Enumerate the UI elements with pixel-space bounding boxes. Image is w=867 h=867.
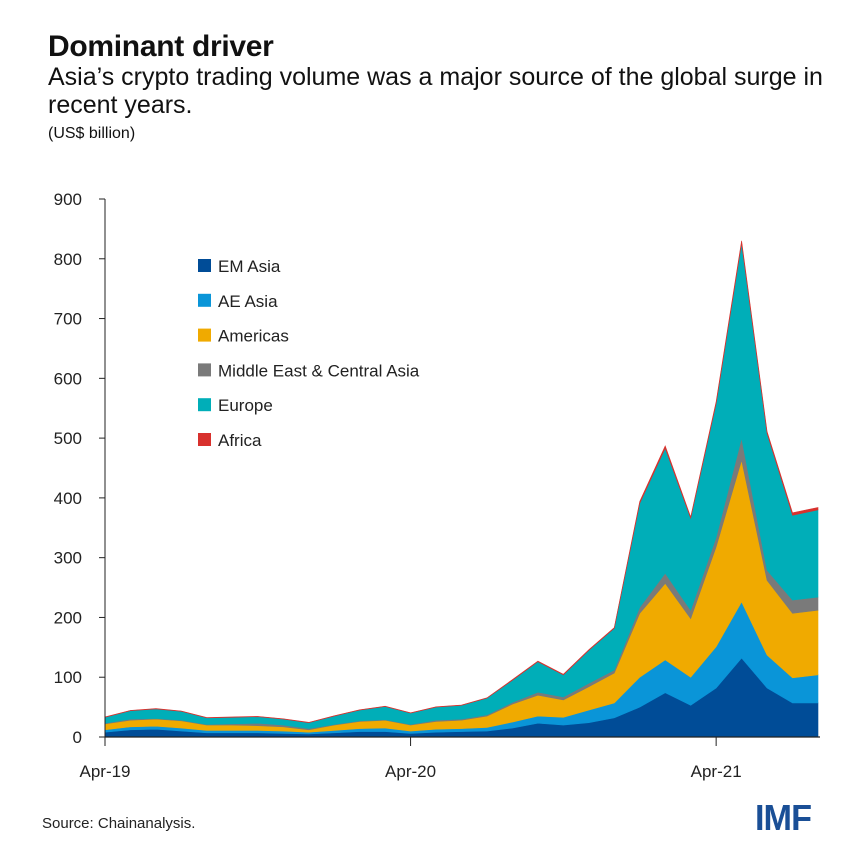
x-tick-label: Apr-21 [691, 762, 742, 781]
legend-label: Africa [218, 431, 262, 450]
legend-swatch [198, 328, 211, 342]
legend-swatch [198, 398, 211, 412]
chart-title: Dominant driver [48, 30, 274, 63]
imf-logo: IMF [755, 797, 812, 838]
y-tick-label: 0 [73, 728, 82, 747]
legend-label: Americas [218, 327, 289, 346]
unit-label: (US$ billion) [48, 125, 136, 142]
source-note: Source: Chainanalysis. [42, 815, 196, 832]
y-tick-label: 800 [54, 250, 82, 269]
y-tick-label: 100 [54, 668, 82, 687]
chart-subtitle: Asia’s crypto trading volume was a major… [48, 63, 823, 119]
y-tick-label: 400 [54, 489, 82, 508]
x-tick-label: Apr-20 [385, 762, 436, 781]
y-tick-label: 700 [54, 310, 82, 329]
legend-label: EM Asia [218, 257, 281, 276]
legend-label: Europe [218, 396, 273, 415]
y-tick-label: 600 [54, 369, 82, 388]
y-tick-label: 500 [54, 429, 82, 448]
y-tick-label: 200 [54, 608, 82, 627]
legend-swatch [198, 433, 211, 446]
legend-swatch [198, 293, 211, 307]
legend-swatch [198, 363, 211, 377]
y-tick-label: 300 [54, 549, 82, 568]
x-tick-label: Apr-19 [79, 762, 130, 781]
y-tick-label: 900 [54, 190, 82, 209]
area-africa [104, 240, 819, 723]
legend-label: AE Asia [218, 292, 278, 311]
legend-swatch [198, 259, 211, 272]
legend-label: Middle East & Central Asia [218, 361, 420, 380]
